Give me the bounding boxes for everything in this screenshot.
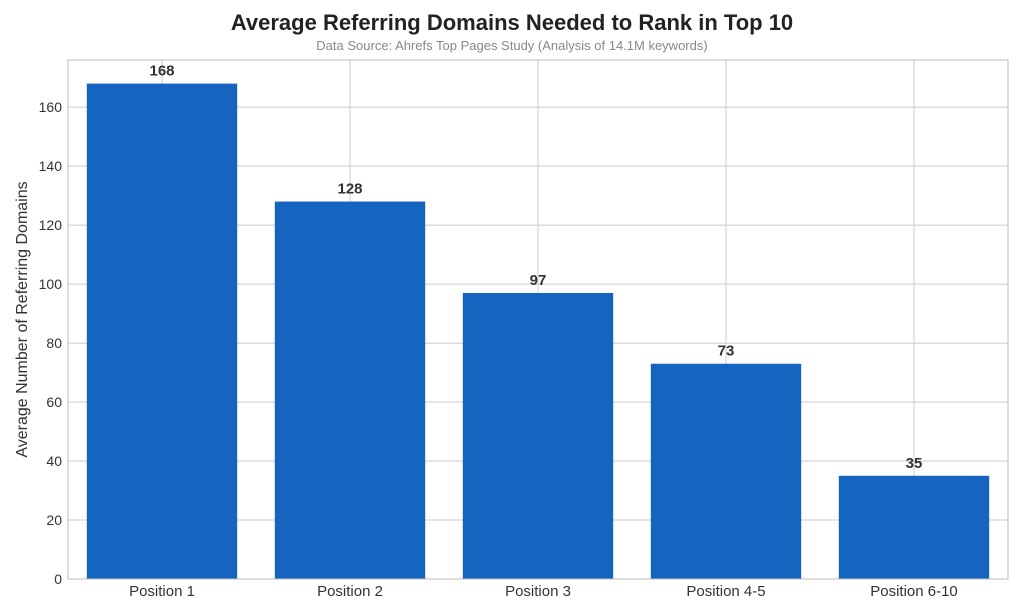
y-tick-label-1: 20 bbox=[46, 512, 62, 528]
data-label-0: 168 bbox=[149, 63, 174, 80]
y-tick-label-5: 100 bbox=[39, 276, 63, 292]
plot-frame bbox=[67, 59, 1009, 580]
y-tick-label-4: 80 bbox=[46, 335, 62, 351]
bar-3 bbox=[650, 363, 802, 579]
x-tick-label-1: Position 2 bbox=[317, 583, 383, 600]
chart-title: Average Referring Domains Needed to Rank… bbox=[230, 10, 794, 35]
x-tick-label-3: Position 4-5 bbox=[686, 583, 765, 600]
x-tick-label-0: Position 1 bbox=[129, 583, 195, 600]
bar-4 bbox=[838, 475, 990, 579]
y-tick-label-0: 0 bbox=[54, 571, 62, 587]
data-label-1: 128 bbox=[337, 181, 362, 198]
y-tick-label-7: 140 bbox=[39, 158, 63, 174]
x-tick-label-4: Position 6-10 bbox=[870, 583, 958, 600]
x-tick-label-2: Position 3 bbox=[505, 583, 571, 600]
y-tick-label-6: 120 bbox=[39, 217, 63, 233]
chart-subtitle: Data Source: Ahrefs Top Pages Study (Ana… bbox=[316, 38, 708, 53]
data-label-2: 97 bbox=[530, 272, 547, 289]
bar-0 bbox=[86, 83, 238, 579]
data-label-3: 73 bbox=[718, 343, 735, 360]
y-axis-label: Average Number of Referring Domains bbox=[14, 181, 31, 457]
bar-2 bbox=[462, 292, 614, 579]
y-tick-label-2: 40 bbox=[46, 453, 62, 469]
y-tick-label-8: 160 bbox=[39, 99, 63, 115]
data-label-4: 35 bbox=[906, 455, 923, 472]
y-tick-label-3: 60 bbox=[46, 394, 62, 410]
bar-1 bbox=[274, 201, 426, 579]
